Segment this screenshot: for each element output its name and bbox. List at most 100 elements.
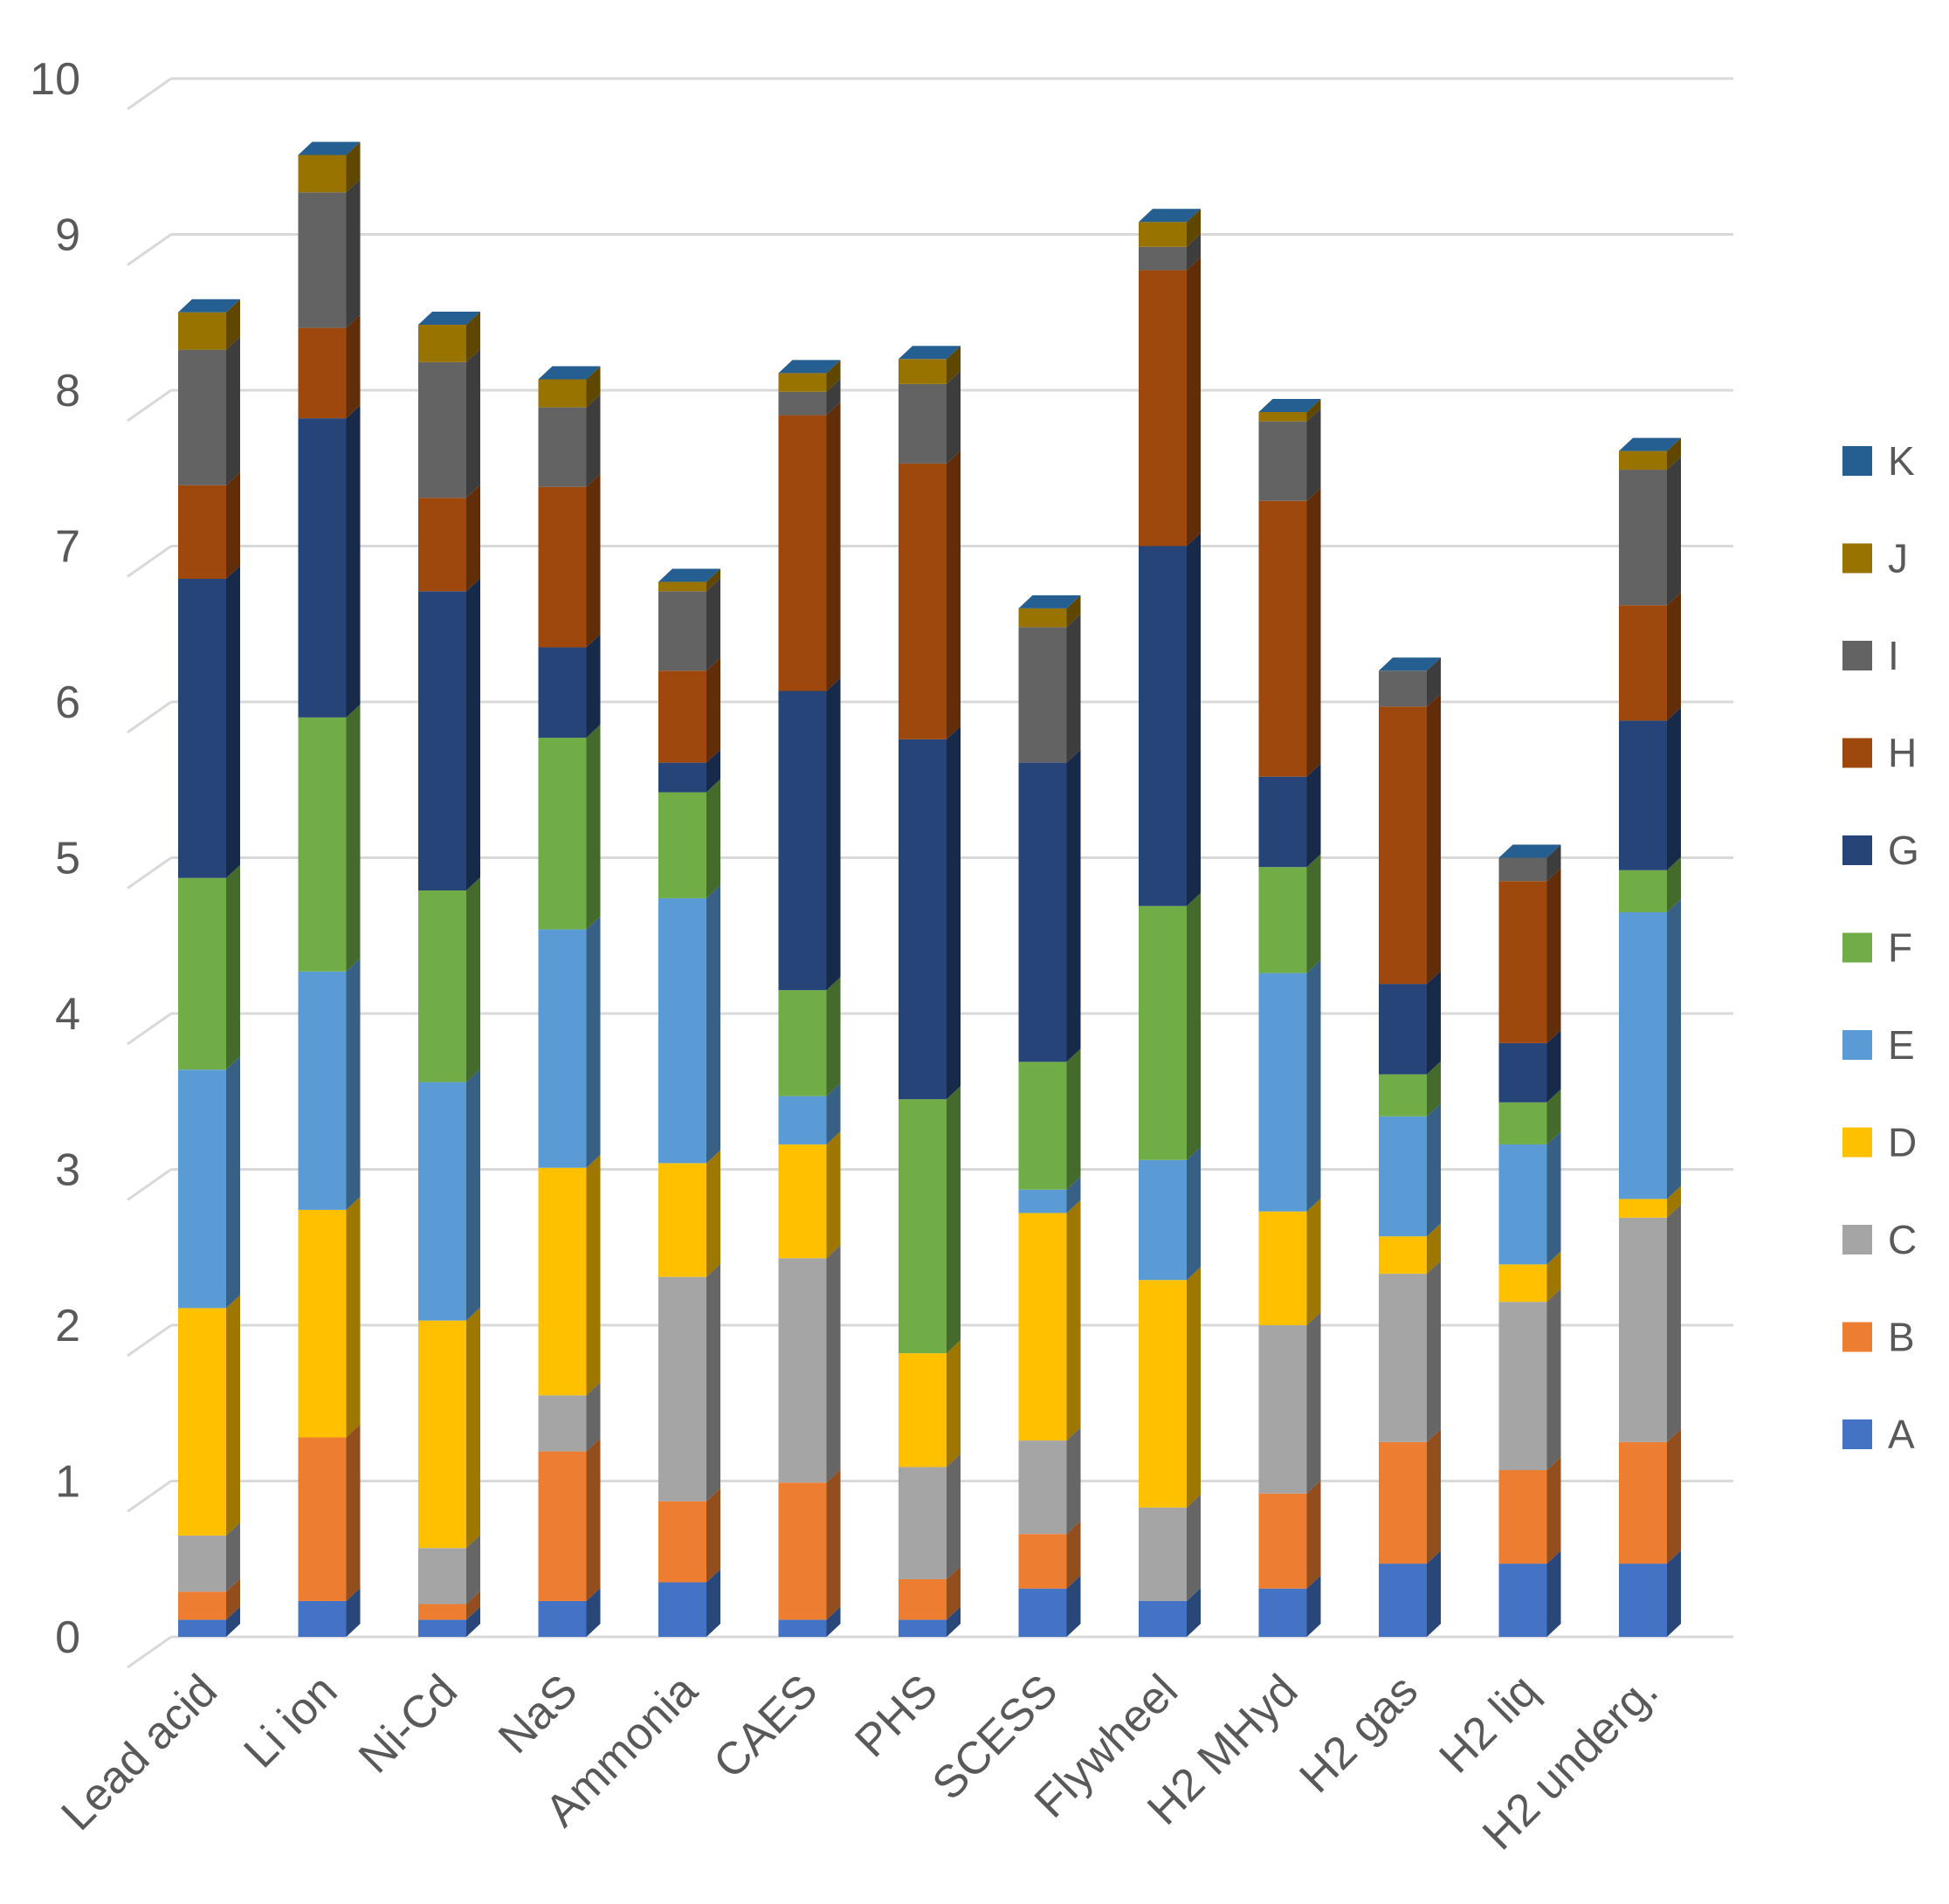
bar-segment (1258, 1493, 1307, 1589)
gridline-perspective (127, 1323, 172, 1358)
bar-segment-side (346, 1587, 361, 1637)
bar-segment-side (1066, 1521, 1081, 1589)
bar-segment-side (1546, 1457, 1561, 1564)
bar-segment-side (1427, 1103, 1441, 1237)
bar-segment (1619, 870, 1667, 912)
legend-label: D (1888, 1120, 1917, 1165)
bar-segment-side (706, 884, 720, 1164)
bar-segment (418, 498, 466, 592)
bar-segment-side (1306, 1198, 1321, 1325)
bar-segment (658, 792, 706, 898)
bar-segment (1258, 776, 1307, 868)
bar-segment (1258, 411, 1307, 422)
bar-segment (418, 591, 466, 890)
bar-segment-side (226, 1295, 240, 1536)
bar-top-cap (1258, 398, 1321, 412)
bar-segment (899, 1578, 947, 1620)
bar-segment-side (1187, 533, 1201, 906)
bar-segment-side (826, 677, 841, 991)
x-category-label: H2 liq (1429, 1665, 1547, 1783)
bar-stack (1018, 595, 1081, 1637)
gridline-perspective (127, 1168, 172, 1201)
bar-segment (1619, 1217, 1667, 1442)
bar-segment (1018, 1189, 1067, 1213)
bar-segment (1498, 857, 1547, 882)
bar-segment (418, 361, 466, 498)
legend-swatch (1842, 641, 1872, 670)
x-category-label: Li ion (235, 1665, 348, 1777)
bar-segment-side (1667, 1550, 1681, 1637)
bar-segment-side (1066, 1427, 1081, 1535)
bar-segment (1018, 1213, 1067, 1441)
bar-segment-side (346, 1196, 361, 1438)
bar-segment-side (586, 394, 601, 487)
bar-segment-side (1427, 1223, 1441, 1275)
y-tick-label: 0 (55, 1612, 80, 1663)
bar-segment (538, 379, 587, 408)
bar-segment (538, 929, 587, 1168)
legend-swatch (1842, 1322, 1872, 1352)
bar-segment-side (826, 378, 841, 416)
bar-segment (298, 192, 347, 328)
bar-segment (658, 1501, 706, 1583)
gridline-perspective (127, 700, 172, 734)
bar-stack (178, 299, 240, 1637)
gridline-perspective (127, 856, 172, 890)
bar-segment-side (226, 471, 240, 579)
bar-segment-side (1306, 487, 1321, 777)
legend-label: B (1888, 1315, 1915, 1360)
legend-entry: G (1842, 828, 1919, 873)
bar-segment (178, 877, 226, 1070)
bar-segment (418, 1548, 466, 1605)
bar-segment (298, 717, 347, 972)
bar-segment-side (1306, 763, 1321, 868)
y-tick-label: 8 (55, 366, 80, 416)
legend-entry: H (1842, 731, 1917, 776)
legend-swatch (1842, 1030, 1872, 1060)
bar-segment (298, 418, 347, 718)
bar-segment-side (586, 916, 601, 1168)
y-tick-label: 4 (55, 989, 80, 1040)
legend-label: I (1888, 633, 1899, 678)
bar-segment (1498, 1470, 1547, 1564)
bar-segment-side (826, 1245, 841, 1483)
bar-segment (298, 155, 347, 193)
legend-swatch (1842, 1225, 1872, 1254)
bar-segment (899, 359, 947, 384)
bar-segment (778, 1482, 827, 1620)
bar-segment-side (1546, 844, 1561, 882)
legend-label: F (1888, 925, 1912, 971)
bar-segment-side (226, 299, 240, 350)
bar-segment-side (1306, 854, 1321, 973)
bar-segment-side (1667, 1186, 1681, 1218)
y-tick-label: 7 (55, 522, 80, 573)
bar-segment-side (706, 1569, 720, 1637)
y-tick-label: 3 (55, 1145, 80, 1196)
legend-entry: E (1842, 1022, 1915, 1068)
bar-segment (1619, 1441, 1667, 1564)
bar-segment-side (346, 958, 361, 1210)
x-category-label: NaS (489, 1665, 588, 1763)
bar-segment-side (1306, 398, 1321, 422)
bar-segment-side (586, 366, 601, 408)
bar-segment (778, 391, 827, 416)
bar-segment-side (466, 1307, 480, 1549)
x-category-label: Lead acid (52, 1665, 226, 1839)
bar-segment-side (1427, 1061, 1441, 1117)
bar-stack (1498, 844, 1561, 1637)
bar-segment (178, 578, 226, 878)
bar-segment-side (1066, 749, 1081, 1062)
bar-segment (1379, 1236, 1427, 1275)
bar-segment (899, 739, 947, 1100)
bar-segment (778, 1144, 827, 1259)
bar-segment-side (1066, 1176, 1081, 1213)
bar-segment (1619, 605, 1667, 721)
bar-segment-side (346, 405, 361, 718)
legend-label: H (1888, 731, 1917, 776)
legend-label: G (1888, 828, 1919, 873)
bar-stack (778, 360, 841, 1637)
x-category-label: Ni-Cd (349, 1665, 467, 1783)
bar-segment (1018, 1588, 1067, 1637)
bar-top-cap (899, 346, 961, 360)
